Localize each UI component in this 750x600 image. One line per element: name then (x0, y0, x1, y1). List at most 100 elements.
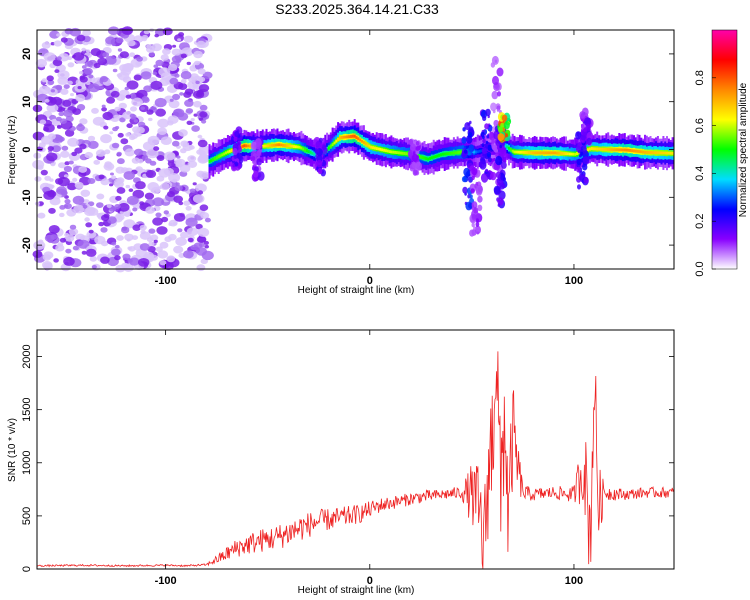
noise-blob (187, 160, 198, 168)
feature-blob (472, 170, 477, 176)
feature-blob (494, 59, 498, 63)
noise-blob (74, 147, 83, 154)
ridge-cell (223, 152, 226, 156)
feature-blob (489, 171, 497, 181)
noise-blob (37, 165, 44, 170)
noise-blob (111, 175, 117, 180)
feature-blob (411, 153, 419, 162)
noise-blob (150, 254, 158, 261)
feature-blob (499, 133, 505, 141)
noise-blob (158, 168, 171, 178)
noise-blob (202, 71, 213, 80)
ridge-cell (552, 151, 555, 155)
ridge-cell (313, 152, 316, 156)
noise-blob (135, 167, 140, 171)
ridge-cell (351, 134, 354, 138)
ridge-cell (666, 151, 668, 155)
feature-blob (499, 144, 503, 149)
ridge-cell (647, 151, 650, 154)
noise-blob (51, 145, 61, 153)
noise-blob (191, 125, 200, 132)
noise-blob (55, 84, 63, 90)
feature-blob (502, 127, 506, 132)
noise-blob (85, 81, 91, 86)
noise-blob (163, 151, 176, 161)
ridge-cell (331, 143, 334, 147)
ridge-cell (642, 150, 645, 154)
noise-blob (48, 225, 60, 234)
noise-blob (196, 235, 207, 244)
feature-blob (234, 161, 239, 167)
noise-blob (42, 261, 53, 269)
noise-blob (57, 70, 70, 80)
noise-blob (160, 136, 172, 145)
ridge-cell (379, 147, 382, 151)
noise-blob (81, 65, 87, 69)
feature-blob (465, 201, 473, 211)
ridge-cell (403, 152, 406, 155)
ridge-cell (296, 145, 299, 149)
feature-blob (463, 167, 470, 177)
noise-blob (54, 137, 61, 142)
noise-blob (131, 235, 139, 241)
noise-blob (135, 181, 146, 190)
noise-blob (144, 192, 154, 200)
noise-blob (180, 79, 187, 84)
noise-blob (187, 237, 194, 243)
ridge-cell (368, 144, 371, 148)
noise-blob (98, 221, 105, 227)
noise-blob (156, 226, 168, 235)
noise-blob (115, 37, 124, 44)
ridge-cell (625, 148, 628, 152)
noise-blob (175, 182, 180, 186)
feature-blob (461, 176, 467, 183)
noise-blob (127, 39, 136, 47)
noise-blob (127, 246, 132, 250)
spec-ytick-label-3: 10 (21, 96, 33, 108)
ridge-cell (327, 146, 330, 150)
noise-blob (76, 34, 86, 42)
feature-blob (475, 221, 480, 227)
ridge-cell (285, 144, 288, 148)
snr-xtick-label-1: 0 (367, 575, 373, 587)
ridge-cell (429, 156, 431, 160)
noise-blob (148, 228, 156, 234)
noise-blob (72, 245, 79, 251)
noise-blob (43, 190, 55, 200)
noise-blob (83, 67, 93, 75)
noise-blob (81, 250, 87, 255)
feature-blob (496, 67, 504, 77)
noise-blob (46, 103, 59, 113)
feature-blob (582, 156, 590, 165)
noise-blob (145, 158, 152, 164)
noise-blob (155, 59, 164, 67)
noise-blob (123, 171, 135, 180)
ridge-cell (267, 144, 270, 148)
ridge-cell (269, 144, 272, 147)
noise-blob (60, 88, 69, 95)
noise-blob (124, 148, 135, 157)
feature-blob (250, 141, 258, 151)
noise-blob (193, 100, 202, 108)
noise-blob (125, 132, 131, 137)
ridge-cell (546, 151, 549, 155)
feature-blob (495, 152, 499, 158)
feature-blob (497, 197, 504, 206)
feature-blob (318, 137, 323, 143)
ridge-cell (419, 155, 422, 159)
noise-blob (196, 264, 206, 272)
noise-blob (171, 55, 181, 63)
noise-blob (186, 120, 193, 126)
snr-ytick-label-3: 1500 (21, 397, 33, 421)
ridge-cell (609, 148, 612, 152)
noise-blob (121, 26, 133, 35)
noise-blob (38, 142, 46, 148)
noise-blob (143, 29, 150, 35)
feature-blob (493, 185, 501, 195)
noise-blob (63, 256, 75, 266)
ridge-cell (638, 150, 641, 153)
noise-blob (187, 80, 199, 90)
feature-blob (256, 158, 263, 166)
noise-blob (140, 71, 152, 80)
